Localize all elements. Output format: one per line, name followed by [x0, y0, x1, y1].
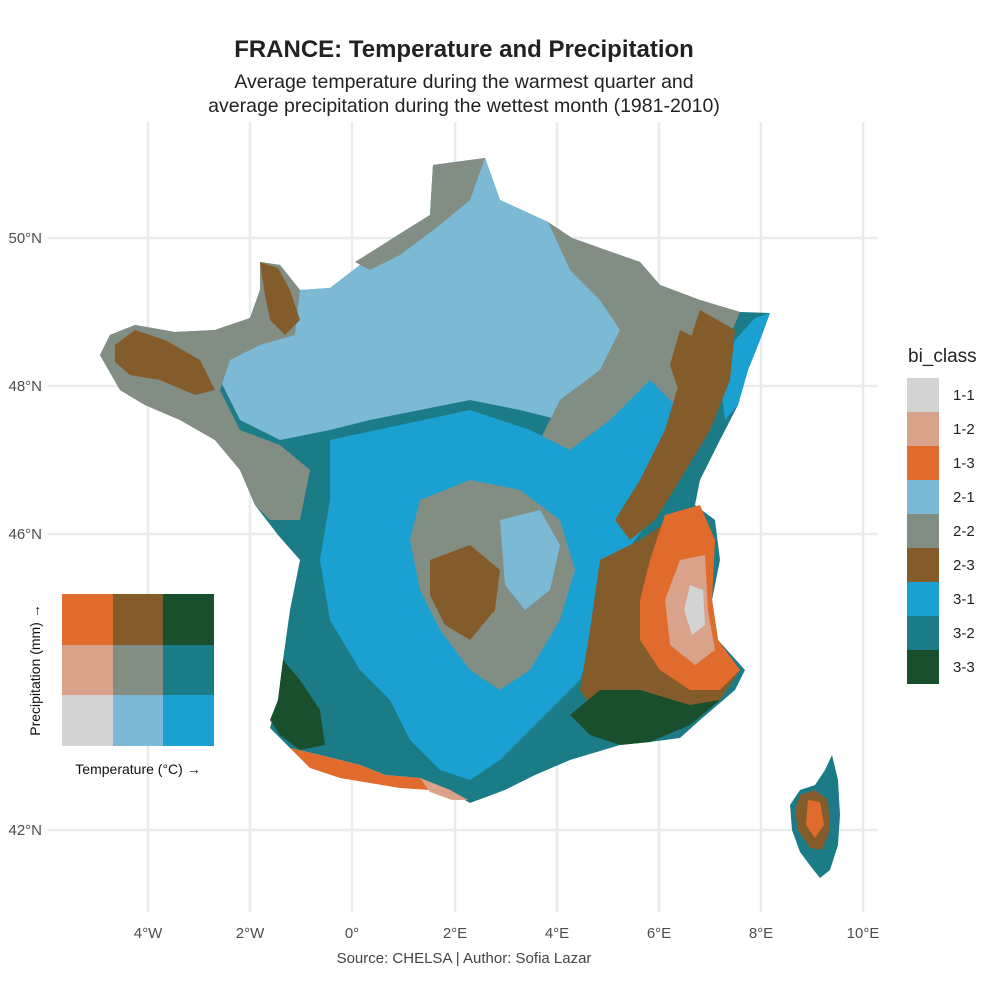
legend-item: 2-3 [907, 548, 977, 582]
y-axis: 50°N 48°N 46°N 42°N [8, 230, 42, 839]
bivariate-key-cell [163, 594, 214, 645]
legend: bi_class 1-1 1-2 1-3 2-1 2-2 2-3 3-1 3-2 3-3 [907, 346, 977, 684]
alsace-blue-region [720, 313, 770, 420]
legend-label: 2-3 [953, 556, 975, 574]
bivariate-key-cell [62, 594, 113, 645]
pyrenees-pale-region [420, 778, 468, 800]
legend-swatch [907, 378, 939, 412]
brittany-brown-region [115, 330, 215, 395]
legend-item: 2-2 [907, 514, 977, 548]
legend-label: 3-3 [953, 658, 975, 676]
northern-grey-region [355, 158, 485, 270]
x-tick-label: 8°E [749, 925, 773, 942]
bivariate-key-x-label: Temperature (°C) → [75, 761, 201, 777]
normandy-brown-region [260, 262, 300, 335]
x-tick-label: 4°E [545, 925, 569, 942]
massif-central-light [500, 510, 560, 610]
legend-swatch [907, 548, 939, 582]
corsica-orange [806, 800, 824, 838]
bivariate-key-cell [112, 695, 164, 746]
legend-swatch [907, 582, 939, 616]
legend-label: 2-1 [953, 488, 975, 506]
legend-item: 3-2 [907, 616, 977, 650]
legend-label: 3-2 [953, 624, 975, 642]
bivariate-key-cell [62, 644, 113, 696]
y-tick-label: 42°N [8, 822, 42, 839]
bivariate-key-y-label: Precipitation (mm) → [27, 604, 43, 736]
y-tick-label: 46°N [8, 526, 42, 543]
legend-label: 1-1 [953, 386, 975, 404]
north-plains-region [220, 158, 680, 440]
legend-items: 1-1 1-2 1-3 2-1 2-2 2-3 3-1 3-2 3-3 [907, 378, 977, 684]
provence-green-region [570, 690, 720, 745]
legend-swatch [907, 412, 939, 446]
legend-item: 3-1 [907, 582, 977, 616]
bivariate-key-cell [112, 594, 164, 645]
y-tick-label: 48°N [8, 378, 42, 395]
x-tick-label: 4°W [134, 925, 163, 942]
landes-green-region [270, 660, 325, 750]
map-title: FRANCE: Temperature and Precipitation [234, 36, 694, 63]
x-tick-label: 6°E [647, 925, 671, 942]
bivariate-key-cell [163, 644, 214, 696]
bivariate-key-cell [163, 695, 214, 746]
map-subtitle: Average temperature during the warmest q… [0, 70, 928, 118]
y-tick-label: 50°N [8, 230, 42, 247]
legend-label: 2-2 [953, 522, 975, 540]
x-tick-label: 2°W [236, 925, 265, 942]
bivariate-key-cell [62, 695, 113, 746]
x-axis: 4°W 2°W 0° 2°E 4°E 6°E 8°E 10°E [134, 925, 880, 942]
legend-label: 3-1 [953, 590, 975, 608]
pyrenees-orange-region [290, 748, 470, 803]
legend-item: 1-2 [907, 412, 977, 446]
legend-label: 1-2 [953, 420, 975, 438]
x-tick-label: 0° [345, 925, 359, 942]
caption: Source: CHELSA | Author: Sofia Lazar [336, 950, 592, 967]
massif-central-brown [430, 545, 500, 640]
legend-swatch [907, 480, 939, 514]
bivariate-key [62, 594, 214, 746]
legend-swatch [907, 616, 939, 650]
x-tick-label: 2°E [443, 925, 467, 942]
bivariate-key-cell [112, 644, 164, 696]
vosges-brown-region [670, 330, 715, 410]
legend-item: 2-1 [907, 480, 977, 514]
subtitle-line-1: Average temperature during the warmest q… [234, 71, 694, 93]
france-mainland [100, 158, 770, 803]
legend-title: bi_class [908, 346, 977, 367]
legend-swatch [907, 446, 939, 480]
legend-item: 3-3 [907, 650, 977, 684]
legend-swatch [907, 514, 939, 548]
legend-item: 1-3 [907, 446, 977, 480]
legend-swatch [907, 650, 939, 684]
legend-item: 1-1 [907, 378, 977, 412]
subtitle-line-2: average precipitation during the wettest… [208, 95, 720, 117]
corsica [790, 755, 840, 878]
x-tick-label: 10°E [847, 925, 880, 942]
legend-label: 1-3 [953, 454, 975, 472]
alps-snow-region [684, 585, 705, 635]
